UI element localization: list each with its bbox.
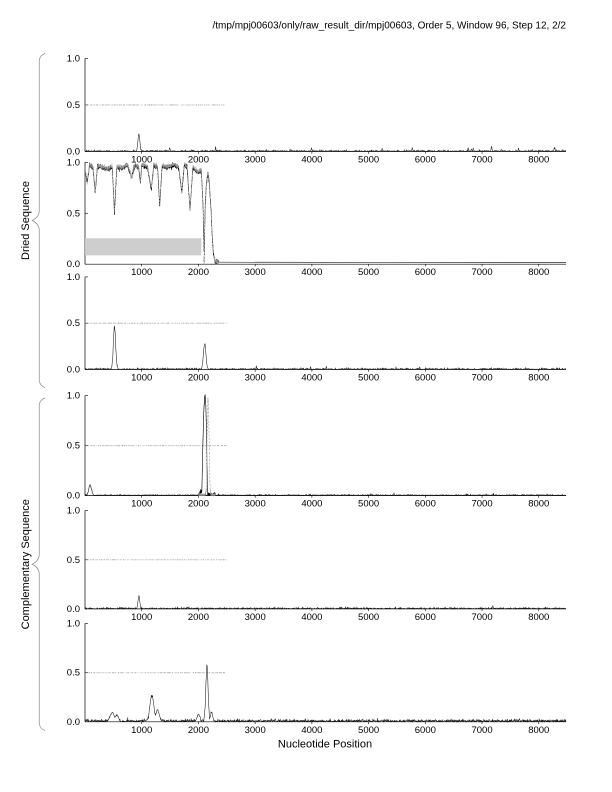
- svg-text:4000: 4000: [301, 373, 322, 384]
- svg-text:3000: 3000: [245, 155, 266, 166]
- svg-text:1.0: 1.0: [67, 157, 80, 168]
- svg-text:5000: 5000: [358, 373, 379, 384]
- svg-text:2000: 2000: [188, 267, 209, 278]
- svg-text:7000: 7000: [471, 499, 492, 510]
- svg-text:6000: 6000: [415, 499, 436, 510]
- svg-text:5000: 5000: [358, 155, 379, 166]
- svg-text:8000: 8000: [528, 499, 549, 510]
- svg-text:8000: 8000: [528, 612, 549, 623]
- svg-text:5000: 5000: [358, 267, 379, 278]
- svg-text:2000: 2000: [188, 373, 209, 384]
- svg-text:8000: 8000: [528, 267, 549, 278]
- svg-text:4000: 4000: [301, 725, 322, 736]
- svg-text:3000: 3000: [245, 267, 266, 278]
- svg-text:1000: 1000: [131, 499, 152, 510]
- svg-text:6000: 6000: [415, 155, 436, 166]
- svg-text:7000: 7000: [471, 267, 492, 278]
- svg-text:1.0: 1.0: [67, 391, 80, 402]
- svg-text:3000: 3000: [245, 725, 266, 736]
- svg-text:2000: 2000: [188, 725, 209, 736]
- svg-text:2000: 2000: [188, 499, 209, 510]
- svg-text:0.0: 0.0: [67, 259, 80, 270]
- svg-text:0.0: 0.0: [67, 604, 80, 615]
- svg-text:2000: 2000: [188, 155, 209, 166]
- svg-text:Dried Sequence: Dried Sequence: [20, 181, 32, 260]
- svg-text:4000: 4000: [301, 155, 322, 166]
- svg-text:8000: 8000: [528, 373, 549, 384]
- svg-text:0.0: 0.0: [67, 491, 80, 502]
- svg-text:5000: 5000: [358, 725, 379, 736]
- svg-text:8000: 8000: [528, 155, 549, 166]
- svg-text:1.0: 1.0: [67, 619, 80, 630]
- svg-text:0.5: 0.5: [67, 441, 80, 452]
- svg-text:8000: 8000: [528, 725, 549, 736]
- svg-text:2000: 2000: [188, 612, 209, 623]
- svg-text:1000: 1000: [131, 612, 152, 623]
- svg-text:3000: 3000: [245, 612, 266, 623]
- svg-text:Complementary Sequence: Complementary Sequence: [20, 499, 32, 629]
- svg-text:Nucleotide Position: Nucleotide Position: [278, 739, 372, 751]
- svg-text:0.0: 0.0: [67, 147, 80, 158]
- svg-text:6000: 6000: [415, 725, 436, 736]
- svg-text:6000: 6000: [415, 373, 436, 384]
- svg-text:0.5: 0.5: [67, 555, 80, 566]
- svg-text:0.5: 0.5: [67, 208, 80, 219]
- svg-text:0.5: 0.5: [67, 318, 80, 329]
- svg-text:1.0: 1.0: [67, 272, 80, 283]
- svg-text:6000: 6000: [415, 612, 436, 623]
- svg-text:7000: 7000: [471, 725, 492, 736]
- svg-text:7000: 7000: [471, 612, 492, 623]
- svg-text:1.0: 1.0: [67, 53, 80, 64]
- svg-text:5000: 5000: [358, 612, 379, 623]
- svg-text:1000: 1000: [131, 267, 152, 278]
- svg-text:0.5: 0.5: [67, 100, 80, 111]
- svg-text:6000: 6000: [415, 267, 436, 278]
- svg-text:5000: 5000: [358, 499, 379, 510]
- svg-text:0.0: 0.0: [67, 717, 80, 728]
- svg-text:0.5: 0.5: [67, 668, 80, 679]
- svg-text:7000: 7000: [471, 373, 492, 384]
- svg-text:3000: 3000: [245, 373, 266, 384]
- svg-text:0.0: 0.0: [67, 365, 80, 376]
- svg-text:4000: 4000: [301, 267, 322, 278]
- svg-text:1000: 1000: [131, 725, 152, 736]
- svg-text:1.0: 1.0: [67, 506, 80, 517]
- svg-text:4000: 4000: [301, 499, 322, 510]
- svg-text:4000: 4000: [301, 612, 322, 623]
- svg-text:1000: 1000: [131, 373, 152, 384]
- svg-text:/tmp/mpj00603/only/raw_result_: /tmp/mpj00603/only/raw_result_dir/mpj006…: [212, 21, 566, 32]
- svg-text:7000: 7000: [471, 155, 492, 166]
- svg-text:3000: 3000: [245, 499, 266, 510]
